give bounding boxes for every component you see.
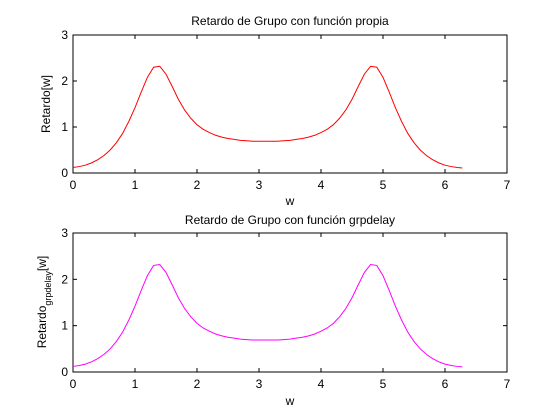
chart-title: Retardo de Grupo con función grpdelay — [185, 213, 395, 227]
x-tick-label: 2 — [194, 178, 201, 192]
series-line-0 — [72, 65, 463, 169]
x-tick-label: 5 — [380, 377, 387, 391]
axis-ticks: 0 1 2 3 4 5 6 7 0 1 2 3 — [61, 226, 510, 391]
series-group — [72, 263, 463, 368]
y-tick-label: 3 — [61, 226, 68, 240]
y-axis-label-suffix: [w] — [35, 256, 49, 271]
x-tick-label: 7 — [504, 377, 511, 391]
chart-bottom: Retardo de Grupo con función grpdelay 0 1… — [35, 213, 511, 408]
x-tick-label: 7 — [504, 178, 511, 192]
x-axis-label: w — [285, 394, 295, 408]
y-tick-label: 0 — [61, 365, 68, 379]
series-line-0 — [72, 263, 463, 368]
x-tick-label: 5 — [380, 178, 387, 192]
chart-title: Retardo de Grupo con función propia — [191, 14, 389, 28]
plot-area — [72, 232, 508, 373]
series-group — [72, 65, 463, 169]
y-tick-label: 1 — [61, 319, 68, 333]
y-axis-label-subscript: grpdelay — [43, 271, 53, 306]
x-tick-label: 6 — [442, 178, 449, 192]
x-tick-label: 4 — [318, 377, 325, 391]
x-axis-label: w — [285, 194, 295, 208]
x-tick-label: 0 — [70, 377, 77, 391]
x-tick-label: 1 — [132, 377, 139, 391]
x-tick-label: 3 — [256, 377, 263, 391]
plot-area — [72, 34, 508, 174]
y-tick-label: 2 — [61, 74, 68, 88]
x-tick-label: 1 — [132, 178, 139, 192]
x-tick-label: 0 — [70, 178, 77, 192]
y-axis-label: Retardo[w] — [39, 75, 53, 133]
chart-top: Retardo de Grupo con función propia 0 1 2 3… — [39, 14, 511, 208]
x-tick-label: 4 — [318, 178, 325, 192]
x-tick-label: 6 — [442, 377, 449, 391]
axis-ticks: 0 1 2 3 4 5 6 7 0 1 2 3 — [61, 28, 510, 192]
y-axis-label-main: Retardo — [35, 305, 49, 348]
x-tick-label: 3 — [256, 178, 263, 192]
y-tick-label: 2 — [61, 272, 68, 286]
y-tick-label: 0 — [61, 166, 68, 180]
y-tick-label: 1 — [61, 120, 68, 134]
y-tick-label: 3 — [61, 28, 68, 42]
y-axis-label: Retardogrpdelay[w] — [35, 256, 53, 349]
x-tick-label: 2 — [194, 377, 201, 391]
